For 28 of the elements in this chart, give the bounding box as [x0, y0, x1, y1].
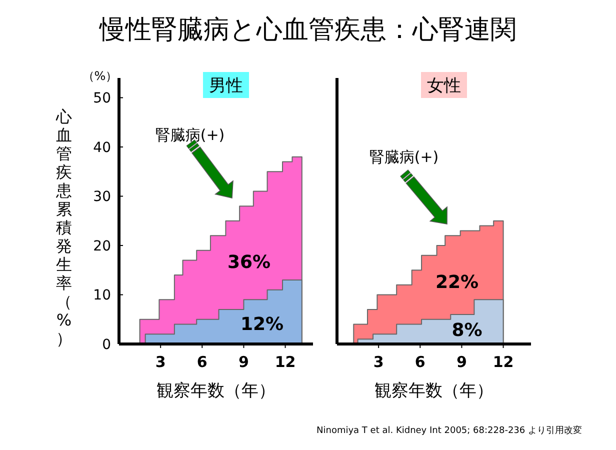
x-tick-label: 3	[373, 353, 384, 371]
annotation: 8%	[452, 320, 482, 341]
y-tick-label: 0	[102, 337, 111, 353]
text: Ninomiya T et al. Kidney Int 2005; 68:228-236 より引用改変	[316, 425, 582, 436]
annotation: 12%	[240, 314, 284, 335]
x-tick-label: 9	[238, 353, 249, 371]
text: 心血管疾患累積発生率（%）	[56, 107, 72, 348]
chart-subtitle: 女性	[427, 76, 461, 96]
x-tick-label: 9	[456, 353, 467, 371]
y-tick-label: 40	[93, 140, 111, 156]
annotation: 36%	[227, 252, 271, 273]
x-axis-title: 観察年数（年）	[156, 381, 276, 401]
text: （%）	[82, 69, 118, 83]
chart-title: 慢性腎臓病と心血管疾患：心腎連関	[98, 15, 516, 45]
x-axis-title: 観察年数（年）	[374, 381, 494, 401]
annotation: 腎臓病(+)	[369, 148, 439, 166]
annotation: 腎臓病(+)	[155, 126, 225, 144]
x-tick-label: 6	[414, 353, 426, 371]
x-tick-label: 6	[196, 353, 208, 371]
x-tick-label: 3	[155, 353, 166, 371]
y-tick-label: 30	[93, 189, 111, 206]
y-tick-label: 20	[93, 238, 111, 254]
y-tick-label: 50	[93, 90, 111, 107]
x-tick-label: 12	[492, 353, 514, 371]
y-tick-label: 10	[93, 288, 111, 304]
annotation: 22%	[435, 272, 479, 293]
chart-subtitle: 男性	[209, 76, 243, 96]
x-tick-label: 12	[274, 353, 296, 371]
